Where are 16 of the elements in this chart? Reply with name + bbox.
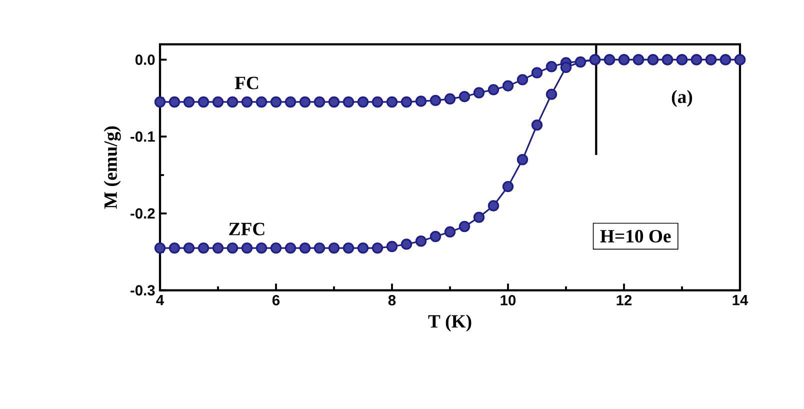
- y-tick-label: -0.2: [130, 208, 155, 219]
- annotation: (a): [672, 90, 692, 107]
- x-tick-label: 10: [500, 295, 516, 306]
- y-tick-label: 0.0: [135, 54, 155, 65]
- annotation: H=10 Oe: [600, 230, 671, 243]
- series-label: ZFC: [229, 222, 264, 236]
- x-axis-title: T (K): [428, 314, 472, 332]
- x-tick-label: 4: [156, 295, 164, 306]
- y-tick-label: -0.3: [130, 285, 155, 296]
- x-tick-label: 6: [272, 295, 280, 306]
- x-tick-label: 14: [732, 295, 748, 306]
- y-axis-title: M (emu/g): [104, 126, 121, 209]
- x-tick-label: 12: [616, 295, 632, 306]
- x-tick-label: 8: [388, 295, 396, 306]
- y-tick-label: -0.1: [130, 131, 155, 142]
- series-label: FC: [234, 76, 258, 90]
